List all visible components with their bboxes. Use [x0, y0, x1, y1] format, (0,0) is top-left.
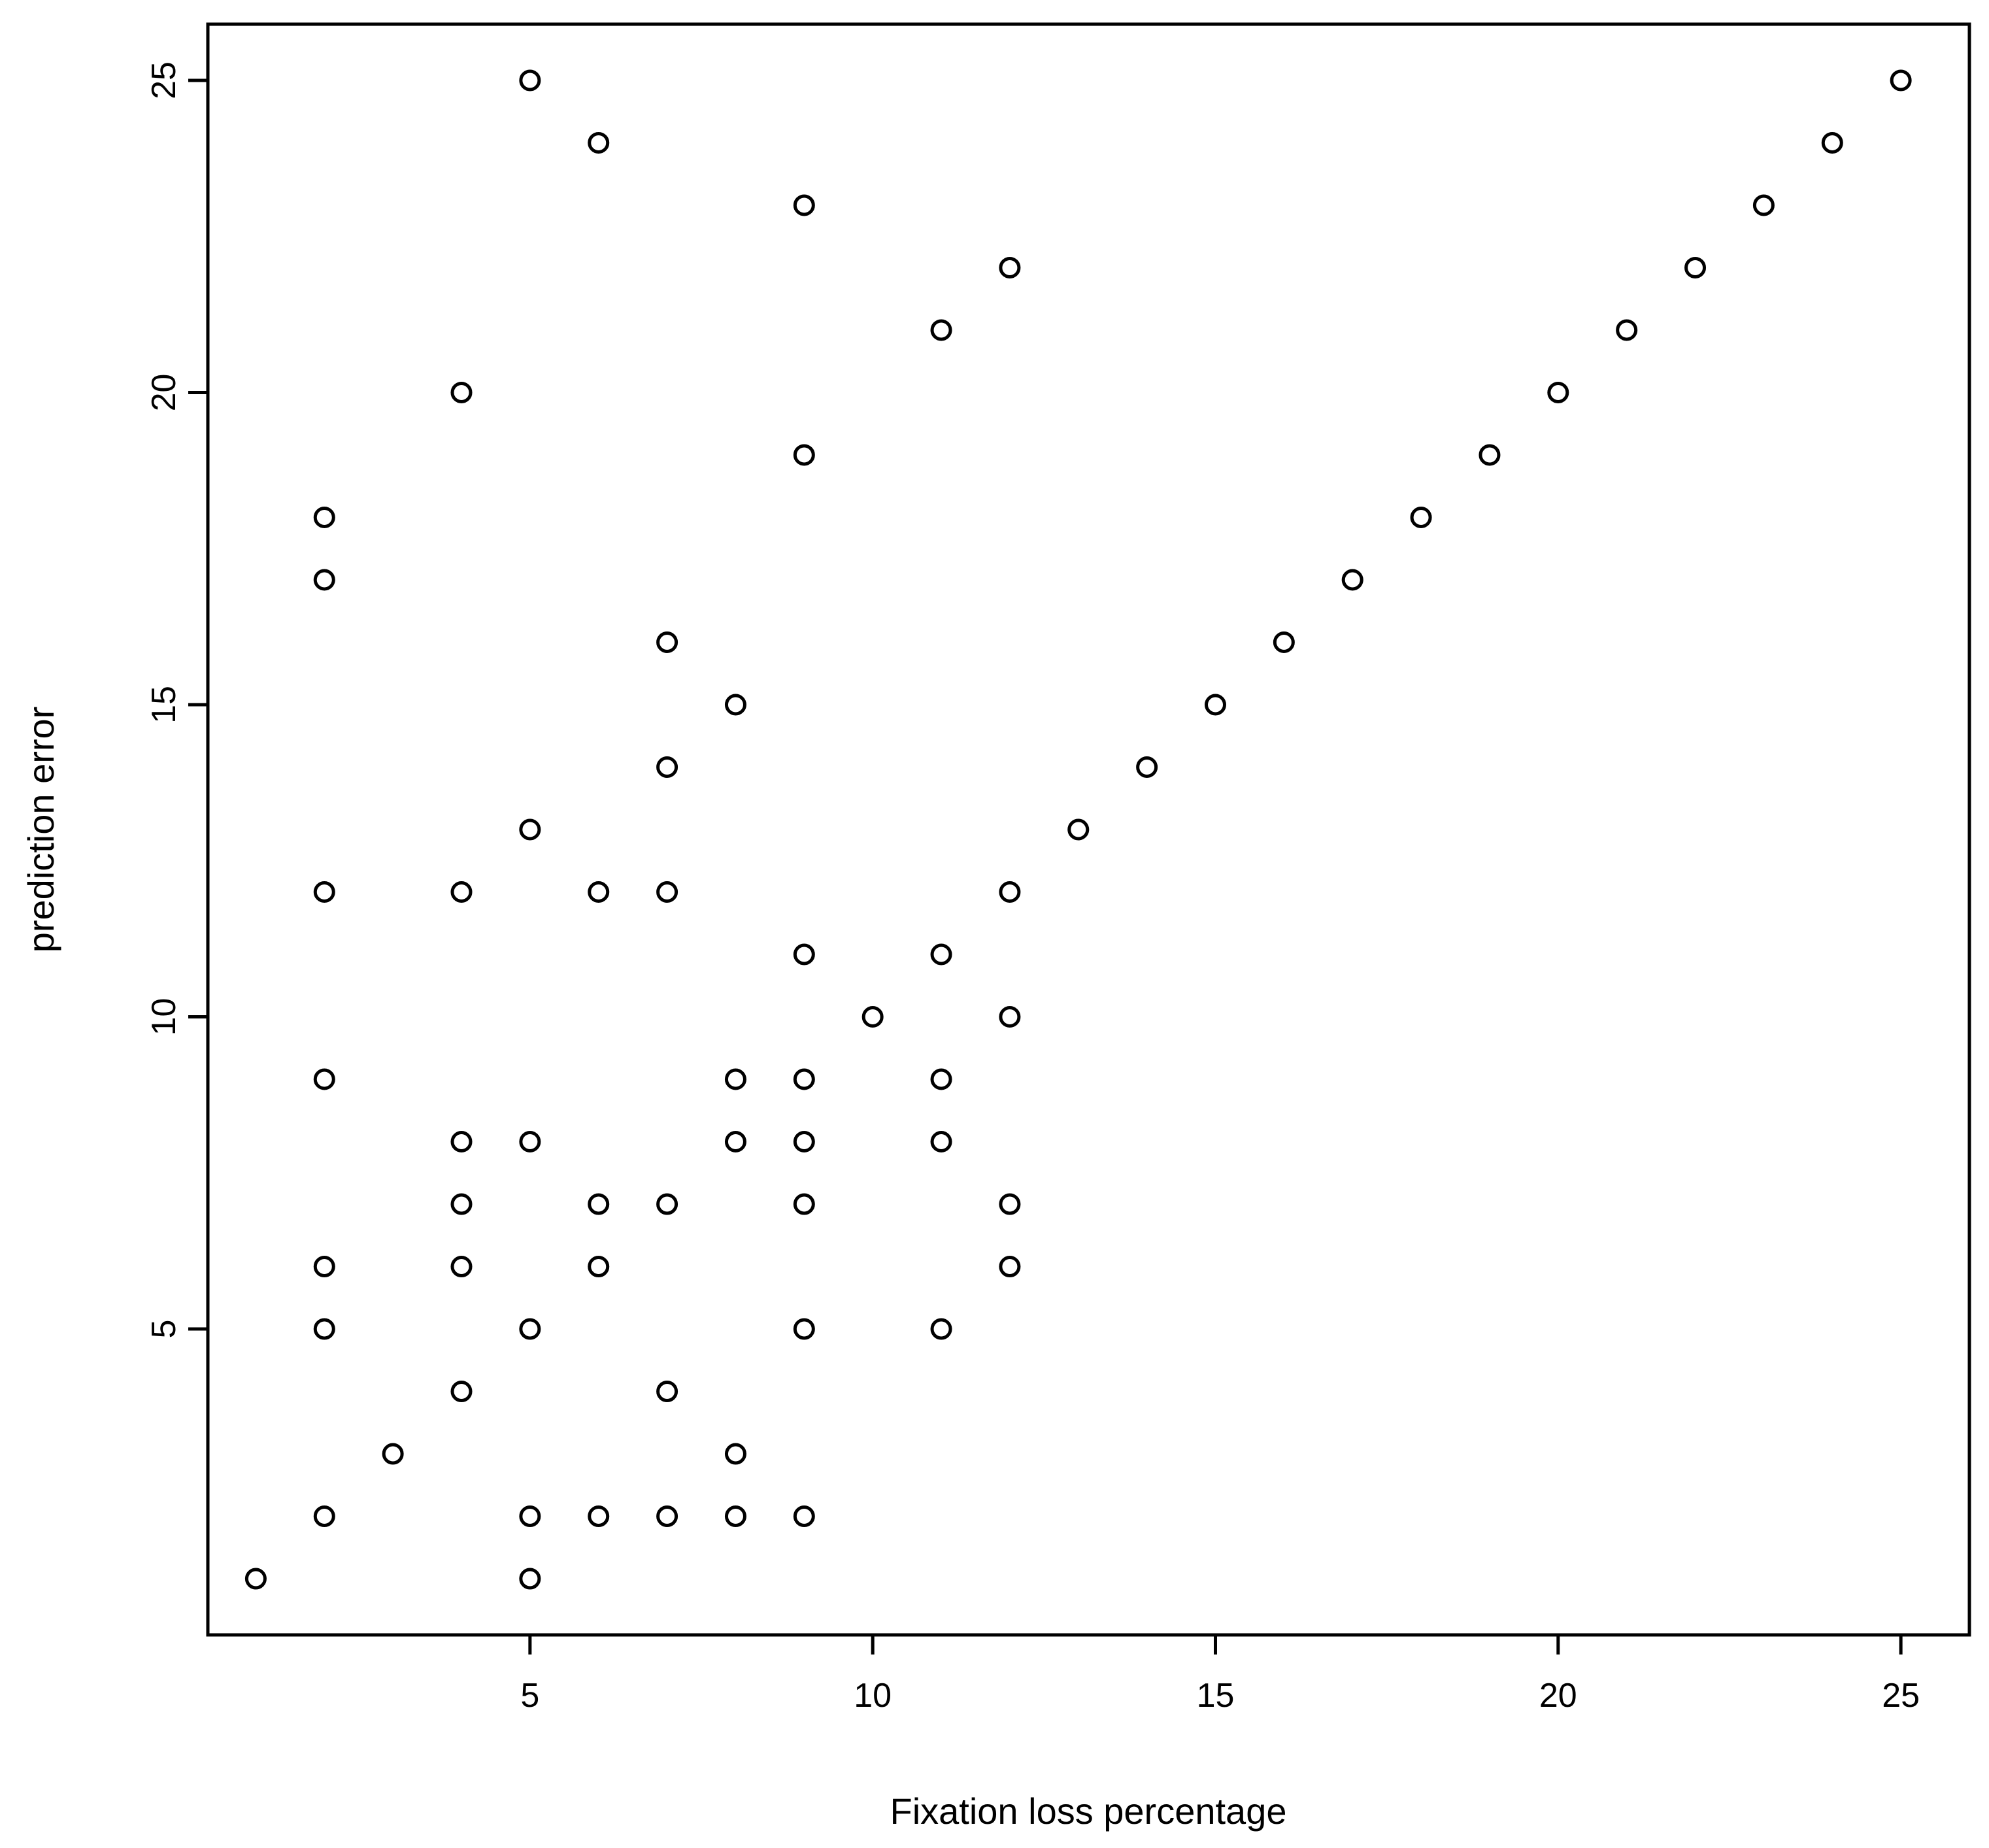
data-point [244, 1568, 267, 1590]
data-point [793, 444, 815, 466]
data-point [724, 1505, 746, 1528]
data-point [382, 1443, 404, 1465]
data-point [999, 1193, 1021, 1215]
data-point [930, 1318, 952, 1340]
data-point [1136, 756, 1158, 778]
data-point [793, 1131, 815, 1153]
data-point [313, 506, 335, 528]
data-point [999, 1006, 1021, 1028]
data-point [930, 1068, 952, 1090]
x-tick-label: 20 [1539, 1677, 1577, 1715]
data-point [1204, 694, 1226, 716]
data-point [1616, 319, 1638, 341]
data-point [588, 1193, 610, 1215]
data-point [1752, 194, 1775, 216]
data-point [724, 694, 746, 716]
data-point [793, 943, 815, 966]
data-point [1547, 381, 1569, 403]
data-point [313, 1505, 335, 1528]
data-point [656, 1193, 678, 1215]
data-point [656, 631, 678, 653]
data-point [930, 319, 952, 341]
data-point [450, 1131, 473, 1153]
y-tick-label: 15 [145, 686, 183, 724]
data-point [793, 1505, 815, 1528]
data-point [588, 881, 610, 903]
data-point [519, 1505, 541, 1528]
data-point [1067, 818, 1090, 841]
data-point [313, 569, 335, 591]
data-point [930, 1131, 952, 1153]
data-point [1341, 569, 1363, 591]
data-point [656, 1381, 678, 1403]
y-tick-label: 5 [145, 1320, 183, 1339]
data-point [450, 381, 473, 403]
data-point [656, 756, 678, 778]
plot-frame [206, 22, 1971, 1637]
data-point [519, 1568, 541, 1590]
data-points [244, 69, 1912, 1590]
data-point [1410, 506, 1432, 528]
data-point [588, 131, 610, 154]
x-tick-label: 15 [1197, 1677, 1235, 1715]
data-point [1821, 131, 1843, 154]
data-point [519, 1131, 541, 1153]
data-point [450, 1193, 473, 1215]
data-point [724, 1443, 746, 1465]
data-point [313, 1318, 335, 1340]
data-point [656, 881, 678, 903]
data-point [519, 1318, 541, 1340]
data-point [724, 1131, 746, 1153]
data-point [313, 1068, 335, 1090]
y-tick-label: 20 [145, 374, 183, 412]
data-point [313, 881, 335, 903]
data-point [588, 1256, 610, 1278]
y-axis-title: prediction error [20, 707, 61, 953]
data-point [656, 1505, 678, 1528]
data-point [519, 69, 541, 92]
data-point [793, 1193, 815, 1215]
data-point [1890, 69, 1912, 92]
data-point [861, 1006, 884, 1028]
y-tick-label: 10 [145, 998, 183, 1036]
x-tick-label: 10 [854, 1677, 892, 1715]
x-tick-label: 5 [520, 1677, 539, 1715]
y-axis: 5 10 15 20 25 [145, 61, 208, 1338]
data-point [519, 818, 541, 841]
data-point [588, 1505, 610, 1528]
data-point [793, 1068, 815, 1090]
data-point [313, 1256, 335, 1278]
data-point [793, 1318, 815, 1340]
x-axis: 5 10 15 20 25 [520, 1635, 1920, 1715]
data-point [999, 256, 1021, 278]
data-point [999, 881, 1021, 903]
x-axis-title: Fixation loss percentage [890, 1790, 1286, 1832]
data-point [1273, 631, 1295, 653]
x-tick-label: 25 [1882, 1677, 1920, 1715]
data-point [1479, 444, 1501, 466]
data-point [450, 881, 473, 903]
data-point [724, 1068, 746, 1090]
data-point [450, 1381, 473, 1403]
data-point [793, 194, 815, 216]
y-tick-label: 25 [145, 61, 183, 99]
data-point [930, 943, 952, 966]
data-point [999, 1256, 1021, 1278]
data-point [450, 1256, 473, 1278]
data-point [1684, 256, 1707, 278]
